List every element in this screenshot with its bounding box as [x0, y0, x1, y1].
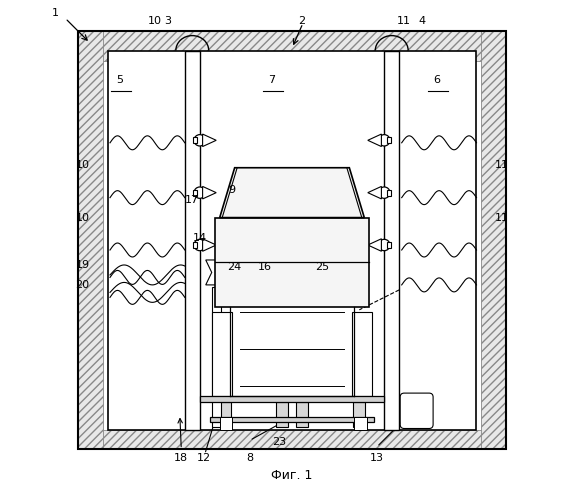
FancyBboxPatch shape	[400, 393, 433, 428]
Polygon shape	[203, 186, 216, 199]
Circle shape	[194, 187, 206, 198]
Bar	[193, 138, 197, 143]
Text: 2: 2	[298, 16, 305, 26]
Text: 12: 12	[197, 454, 211, 464]
Circle shape	[378, 134, 390, 146]
Text: 11: 11	[397, 16, 411, 26]
Circle shape	[194, 240, 206, 250]
Text: 25: 25	[315, 262, 329, 272]
Bar	[200, 396, 384, 402]
Text: 6: 6	[433, 76, 440, 86]
Text: 10: 10	[75, 160, 89, 170]
Bar	[212, 288, 221, 427]
Text: 14: 14	[193, 232, 207, 242]
Text: 18: 18	[174, 454, 189, 464]
Bar	[296, 402, 308, 427]
Text: 17: 17	[185, 195, 199, 205]
Bar	[212, 312, 232, 396]
Text: 9: 9	[228, 185, 236, 195]
Text: 11: 11	[495, 160, 509, 170]
Bar	[78, 30, 103, 450]
Text: 11: 11	[495, 212, 509, 222]
Text: 3: 3	[164, 16, 171, 26]
Bar	[185, 50, 200, 430]
Bar	[220, 417, 232, 430]
Text: 8: 8	[246, 454, 253, 464]
Text: 16: 16	[258, 262, 272, 272]
Bar	[387, 138, 391, 143]
Text: 4: 4	[418, 16, 425, 26]
Circle shape	[194, 134, 206, 146]
Bar	[481, 30, 506, 450]
Bar	[276, 402, 288, 427]
Text: 19: 19	[75, 260, 90, 270]
Circle shape	[378, 240, 390, 250]
Text: 23: 23	[273, 437, 287, 447]
Text: 1: 1	[51, 8, 58, 18]
Bar	[78, 430, 506, 450]
Bar	[354, 417, 367, 430]
Text: 10: 10	[148, 16, 162, 26]
Text: Фиг. 1: Фиг. 1	[272, 469, 312, 482]
Bar	[193, 242, 197, 248]
Text: 7: 7	[269, 76, 276, 86]
Bar	[353, 402, 366, 427]
Polygon shape	[368, 134, 381, 146]
Polygon shape	[368, 186, 381, 199]
Bar	[215, 218, 369, 308]
Text: 20: 20	[75, 280, 90, 290]
Bar	[384, 50, 399, 430]
Polygon shape	[206, 260, 228, 285]
Bar	[218, 402, 231, 427]
Polygon shape	[203, 239, 216, 252]
Bar	[78, 30, 506, 60]
Text: 24: 24	[228, 262, 242, 272]
Polygon shape	[203, 134, 216, 146]
Text: 5: 5	[116, 76, 123, 86]
Bar	[352, 312, 372, 396]
Bar	[387, 242, 391, 248]
Polygon shape	[220, 168, 364, 218]
Bar	[387, 190, 391, 196]
Circle shape	[378, 187, 390, 198]
Bar	[193, 190, 197, 196]
Bar	[78, 30, 506, 450]
Text: 10: 10	[75, 212, 89, 222]
Polygon shape	[368, 239, 381, 252]
Bar	[107, 50, 477, 430]
Bar	[210, 417, 374, 422]
Text: 13: 13	[370, 454, 384, 464]
